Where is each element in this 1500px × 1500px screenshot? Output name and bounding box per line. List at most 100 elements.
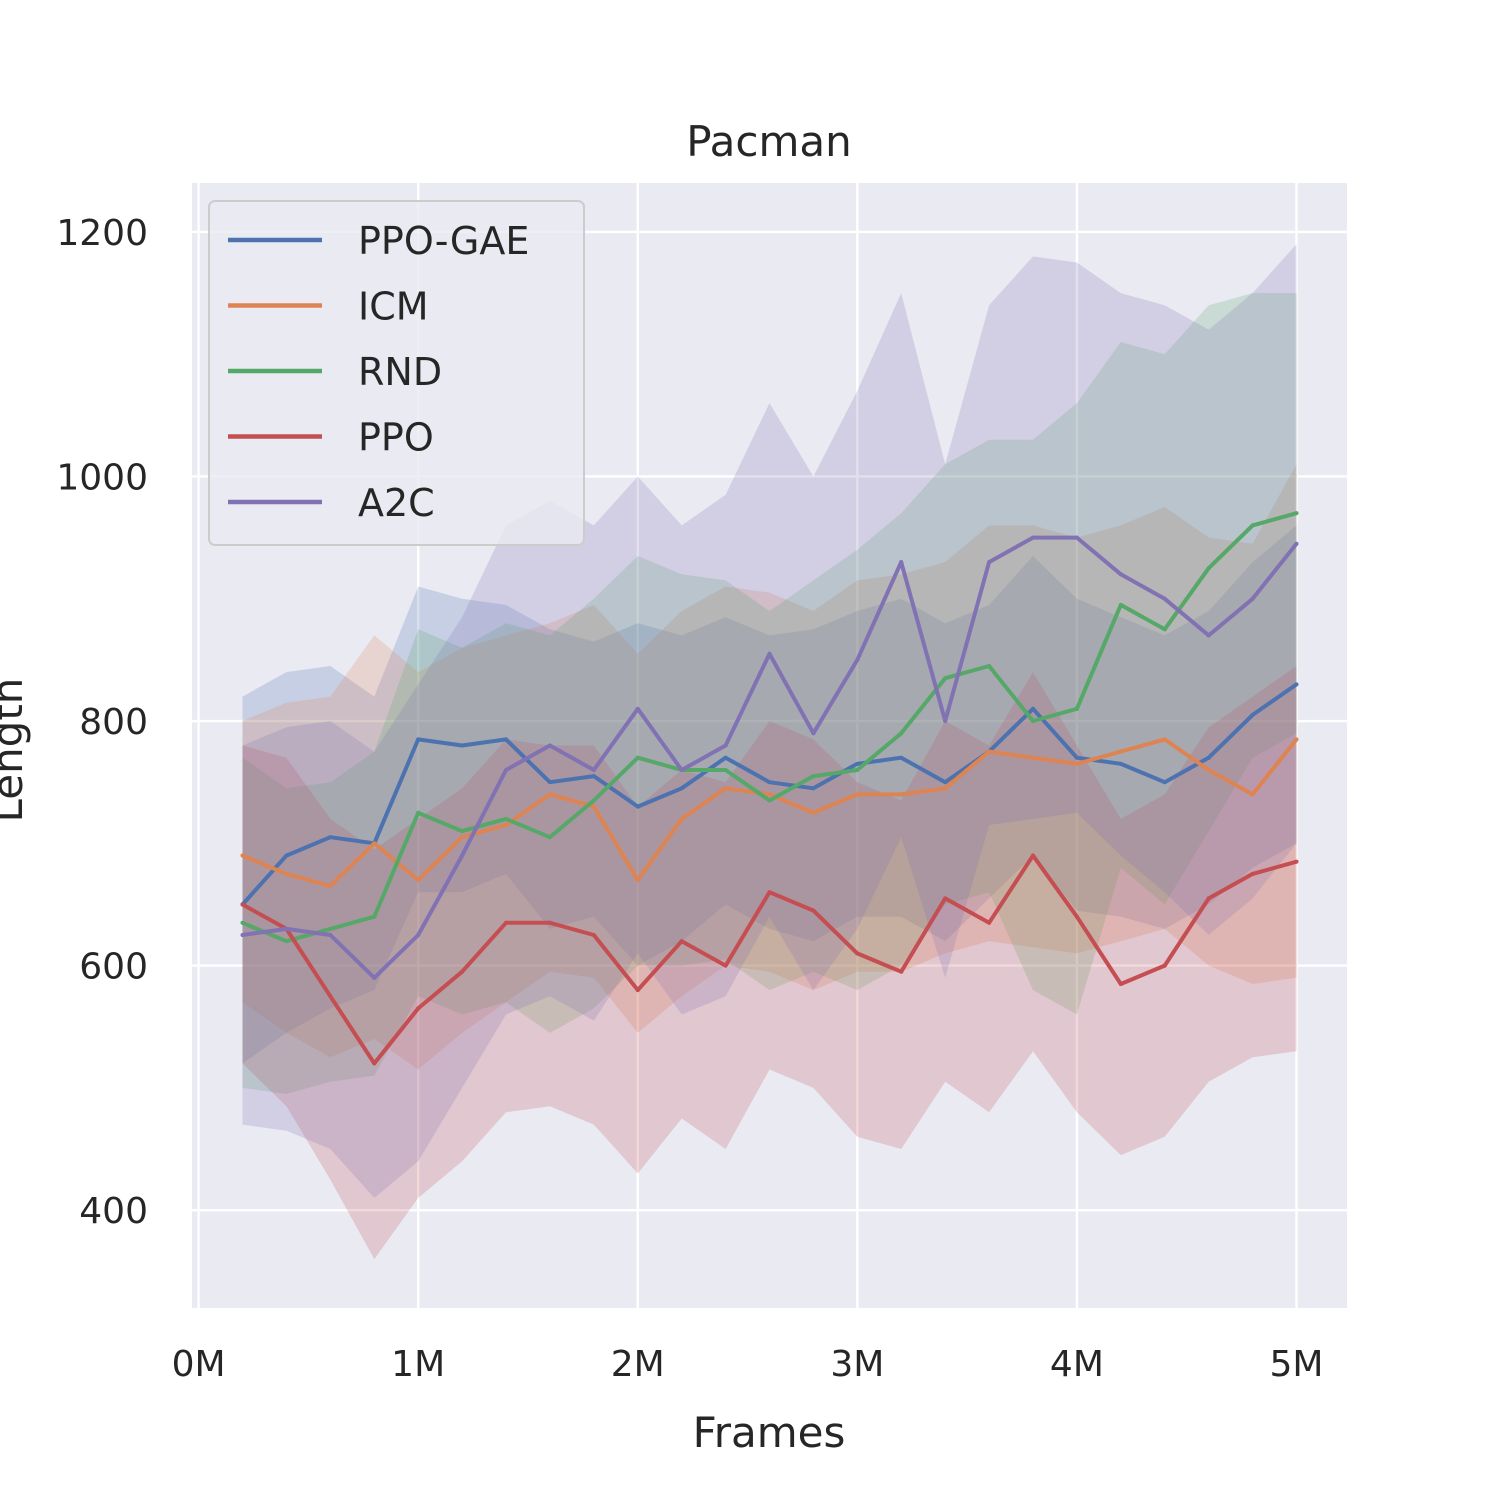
ppo-point [1250, 871, 1255, 876]
ppo-gae-point [416, 737, 421, 742]
rnd-point [943, 676, 948, 681]
icm-point [1294, 737, 1299, 742]
x-tick-label: 0M [172, 1344, 226, 1385]
x-tick-label: 4M [1050, 1344, 1104, 1385]
ppo-point [1030, 853, 1035, 858]
a2c-point [767, 651, 772, 656]
rnd-point [1250, 523, 1255, 528]
x-axis-label: Frames [693, 1408, 846, 1457]
rnd-point [416, 810, 421, 815]
rnd-point [723, 767, 728, 772]
a2c-point [284, 926, 289, 931]
rnd-point [1294, 511, 1299, 516]
icm-point [899, 792, 904, 797]
ppo-point [1118, 981, 1123, 986]
a2c-point [1162, 596, 1167, 601]
ppo-point [240, 902, 245, 907]
ppo-gae-point [679, 786, 684, 791]
legend-label-rnd: RND [358, 350, 442, 394]
a2c-point [240, 933, 245, 938]
rnd-point [504, 816, 509, 821]
ppo-gae-point [547, 780, 552, 785]
a2c-point [723, 743, 728, 748]
icm-point [1118, 749, 1123, 754]
icm-point [328, 884, 333, 889]
a2c-point [547, 743, 552, 748]
icm-point [635, 878, 640, 883]
ppo-point [987, 920, 992, 925]
ppo-gae-point [1294, 682, 1299, 687]
a2c-point [416, 933, 421, 938]
legend: PPO-GAE ICM RND PPO A2C [208, 200, 585, 546]
icm-point [284, 871, 289, 876]
a2c-point [1118, 572, 1123, 577]
ppo-gae-point [1250, 712, 1255, 717]
icm-point [1206, 767, 1211, 772]
x-tick-label: 1M [391, 1344, 445, 1385]
ppo-gae-point [1206, 755, 1211, 760]
rnd-point [1118, 602, 1123, 607]
a2c-point [504, 767, 509, 772]
ppo-point [416, 1006, 421, 1011]
rnd-point [284, 939, 289, 944]
ppo-gae-point [855, 761, 860, 766]
ppo-gae-point [635, 804, 640, 809]
ppo-point [899, 969, 904, 974]
ppo-gae-point [811, 786, 816, 791]
ppo-point [460, 969, 465, 974]
ppo-gae-point [767, 780, 772, 785]
rnd-point [547, 835, 552, 840]
ppo-gae-point [504, 737, 509, 742]
icm-band [242, 464, 1297, 1070]
icm-point [855, 792, 860, 797]
ppo-point [635, 988, 640, 993]
rnd-point [855, 767, 860, 772]
icm-point [987, 749, 992, 754]
rnd-point [240, 920, 245, 925]
icm-point [591, 804, 596, 809]
ppo-point [1206, 896, 1211, 901]
icm-point [1030, 755, 1035, 760]
x-tick-label: 3M [830, 1344, 884, 1385]
legend-label-ppo: PPO [358, 416, 434, 460]
x-tick-labels: 0M 1M 2M 3M 4M 5M [172, 1344, 1324, 1385]
legend-box [208, 200, 585, 546]
icm-point [460, 835, 465, 840]
ppo-point [1294, 859, 1299, 864]
icm-point [943, 786, 948, 791]
icm-point [240, 853, 245, 858]
a2c-point [591, 767, 596, 772]
icm-point [767, 792, 772, 797]
a2c-point [1206, 633, 1211, 638]
rnd-point [460, 829, 465, 834]
a2c-point [987, 560, 992, 565]
y-tick-label: 600 [79, 947, 148, 988]
icm-point [547, 792, 552, 797]
rnd-point [1162, 627, 1167, 632]
a2c-point [372, 975, 377, 980]
a2c-point [1250, 596, 1255, 601]
rnd-point [1030, 719, 1035, 724]
legend-items: PPO-GAE ICM RND PPO A2C [228, 219, 529, 525]
rnd-point [767, 798, 772, 803]
ppo-point [679, 939, 684, 944]
legend-label-a2c: A2C [358, 481, 435, 525]
a2c-point [635, 706, 640, 711]
ppo-point [767, 890, 772, 895]
y-tick-labels: 400 600 800 1000 1200 [56, 213, 148, 1232]
y-tick-label: 1000 [56, 457, 148, 498]
ppo-gae-point [460, 743, 465, 748]
confidence-bands [242, 244, 1297, 1260]
rnd-point [591, 798, 596, 803]
y-tick-label: 800 [79, 702, 148, 743]
icm-point [416, 878, 421, 883]
icm-point [679, 816, 684, 821]
series-lines [240, 511, 1299, 1066]
ppo-gae-point [1030, 706, 1035, 711]
ppo-point [1074, 914, 1079, 919]
a2c-point [328, 933, 333, 938]
rnd-point [899, 731, 904, 736]
ppo-gae-point [284, 853, 289, 858]
icm-point [723, 786, 728, 791]
